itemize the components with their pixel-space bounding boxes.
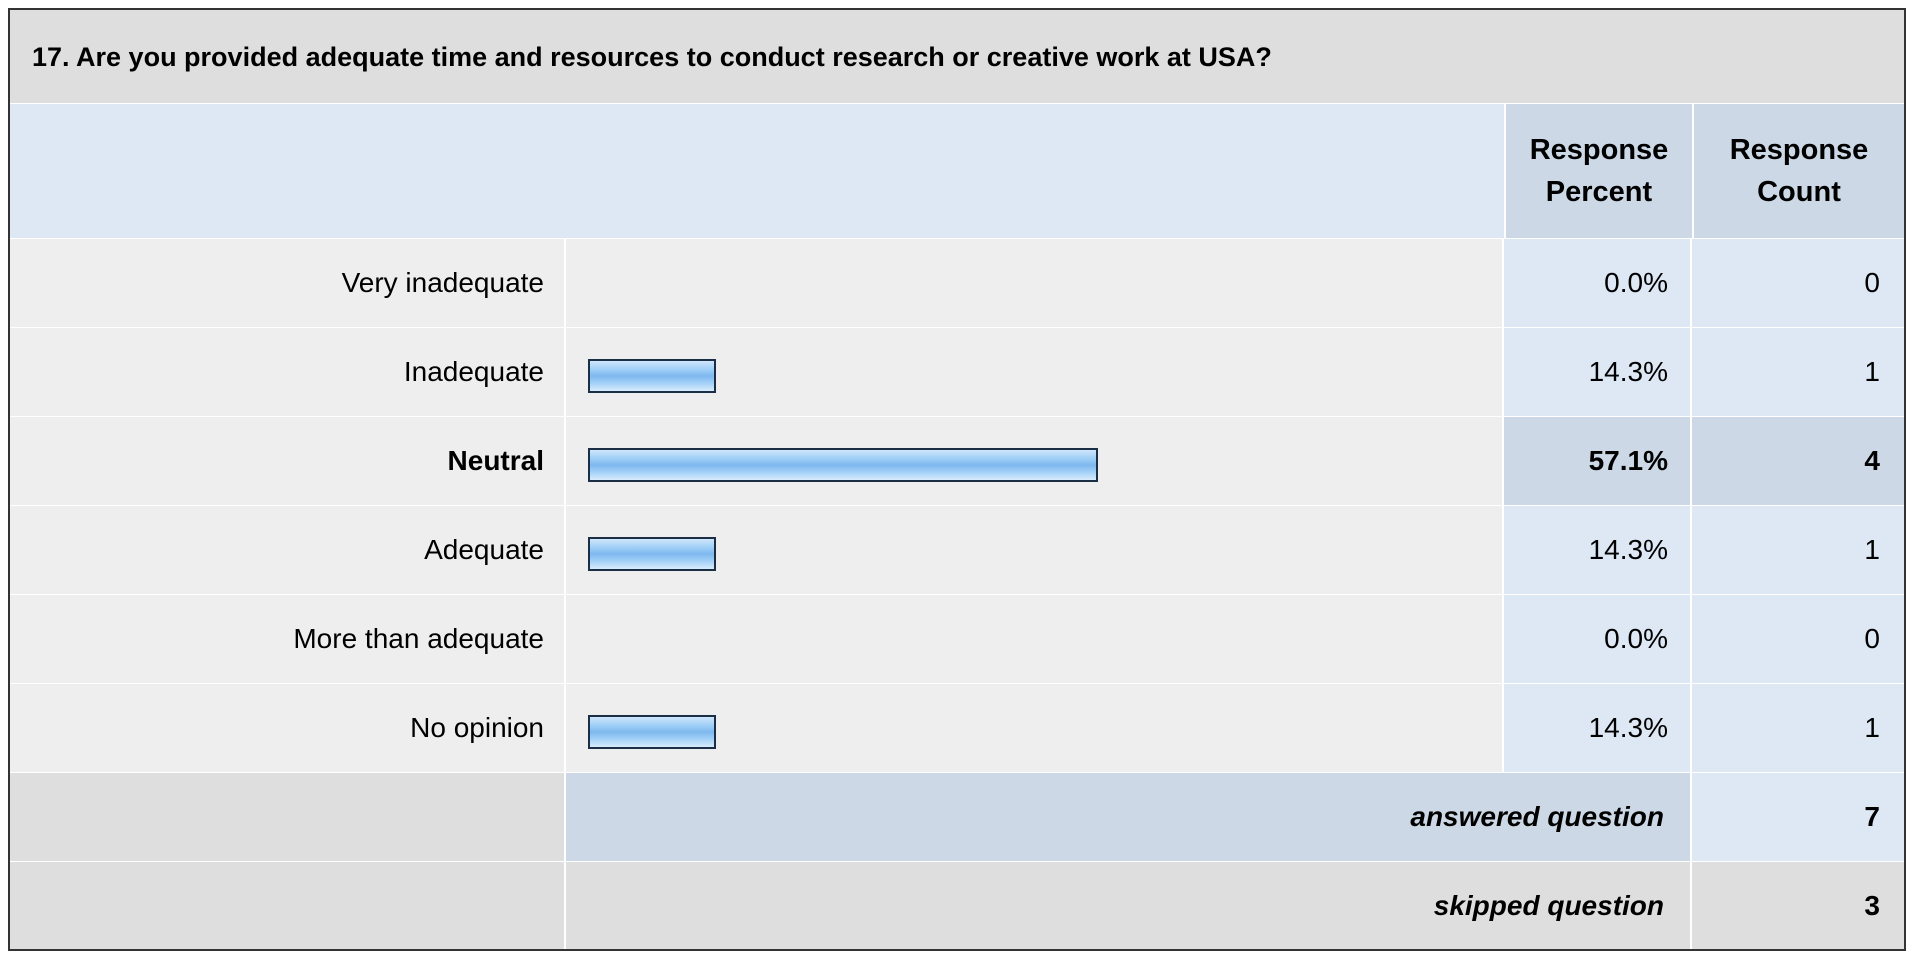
skipped-question-label: skipped question [566,862,1692,949]
bar-cell [566,417,1504,505]
bar-cell [566,239,1504,327]
question-title: 17. Are you provided adequate time and r… [32,42,1272,72]
response-count-value: 1 [1692,506,1904,594]
bar-cell [566,595,1504,683]
response-percent-header-line1: Response [1529,134,1669,166]
response-percent-header: Response Percent [1504,104,1692,238]
skipped-question-count: 3 [1692,862,1904,949]
table-row: More than adequate 0.0% 0 [10,594,1904,683]
answer-option-label: Adequate [10,506,566,594]
answered-question-label: answered question [566,773,1692,861]
response-count-header: Response Count [1692,104,1904,238]
response-bar [588,359,716,393]
response-percent-value: 57.1% [1504,417,1692,505]
summary-blank-cell [10,773,566,861]
table-row: Inadequate 14.3% 1 [10,327,1904,416]
answer-option-label: More than adequate [10,595,566,683]
response-count-value: 0 [1692,239,1904,327]
answered-question-row: answered question 7 [10,772,1904,861]
response-count-value: 1 [1692,328,1904,416]
answered-question-count: 7 [1692,773,1904,861]
response-count-value: 1 [1692,684,1904,772]
response-percent-value: 14.3% [1504,506,1692,594]
response-count-value: 4 [1692,417,1904,505]
bar-cell [566,506,1504,594]
table-row: No opinion 14.3% 1 [10,683,1904,772]
answer-option-label: No opinion [10,684,566,772]
answer-option-label: Very inadequate [10,239,566,327]
response-bar [588,715,716,749]
summary-blank-cell [10,862,566,949]
bar-cell [566,328,1504,416]
response-count-value: 0 [1692,595,1904,683]
response-percent-value: 14.3% [1504,684,1692,772]
table-row: Adequate 14.3% 1 [10,505,1904,594]
question-title-row: 17. Are you provided adequate time and r… [10,10,1904,104]
response-percent-value: 14.3% [1504,328,1692,416]
response-percent-value: 0.0% [1504,239,1692,327]
survey-results-table: 17. Are you provided adequate time and r… [8,8,1906,951]
response-count-header-line2: Count [1757,176,1841,208]
bar-cell [566,684,1504,772]
response-count-header-line1: Response [1729,134,1869,166]
table-header-row: Response Percent Response Count [10,104,1904,238]
response-percent-value: 0.0% [1504,595,1692,683]
response-percent-header-line2: Percent [1545,176,1653,208]
skipped-question-row: skipped question 3 [10,861,1904,949]
table-row: Neutral 57.1% 4 [10,416,1904,505]
answer-option-label: Inadequate [10,328,566,416]
response-bar [588,448,1098,482]
response-bar [588,537,716,571]
answer-option-label: Neutral [10,417,566,505]
table-row: Very inadequate 0.0% 0 [10,238,1904,327]
